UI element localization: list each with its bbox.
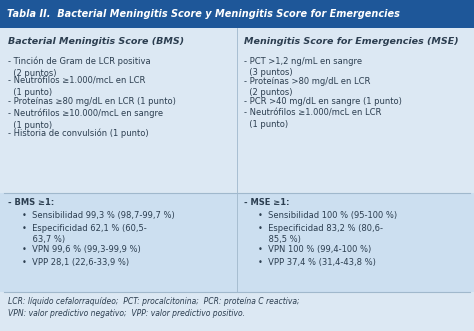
Text: Meningitis Score for Emergencies (MSE): Meningitis Score for Emergencies (MSE): [244, 37, 459, 46]
Text: - PCR >40 mg/dL en sangre (1 punto): - PCR >40 mg/dL en sangre (1 punto): [244, 97, 402, 106]
Text: •  Especificidad 62,1 % (60,5-
    63,7 %): • Especificidad 62,1 % (60,5- 63,7 %): [22, 224, 147, 245]
Text: Tabla II.  Bacterial Meningitis Score y Meningitis Score for Emergencies: Tabla II. Bacterial Meningitis Score y M…: [7, 9, 400, 19]
Text: •  VPP 37,4 % (31,4-43,8 %): • VPP 37,4 % (31,4-43,8 %): [258, 258, 376, 267]
Text: •  Sensibilidad 100 % (95-100 %): • Sensibilidad 100 % (95-100 %): [258, 211, 397, 220]
Text: •  Especificidad 83,2 % (80,6-
    85,5 %): • Especificidad 83,2 % (80,6- 85,5 %): [258, 224, 383, 245]
Text: - BMS ≥1:: - BMS ≥1:: [8, 198, 54, 207]
Text: •  VPN 99,6 % (99,3-99,9 %): • VPN 99,6 % (99,3-99,9 %): [22, 245, 141, 254]
Bar: [0, 28, 474, 193]
Text: LCR: líquido cefalorraquídeo;  PCT: procalcitonina;  PCR: proteína C reactiva;
V: LCR: líquido cefalorraquídeo; PCT: proca…: [8, 297, 300, 318]
Text: - PCT >1,2 ng/mL en sangre
  (3 puntos): - PCT >1,2 ng/mL en sangre (3 puntos): [244, 57, 362, 77]
Bar: [0, 292, 474, 331]
Bar: [0, 193, 474, 292]
Text: - Neutrófilos ≥1.000/mcL en LCR
  (1 punto): - Neutrófilos ≥1.000/mcL en LCR (1 punto…: [244, 109, 382, 129]
Text: - Proteínas ≥80 mg/dL en LCR (1 punto): - Proteínas ≥80 mg/dL en LCR (1 punto): [8, 97, 176, 106]
Text: - Neutrófilos ≥1.000/mcL en LCR
  (1 punto): - Neutrófilos ≥1.000/mcL en LCR (1 punto…: [8, 77, 146, 97]
Text: •  VPP 28,1 (22,6-33,9 %): • VPP 28,1 (22,6-33,9 %): [22, 258, 129, 267]
Text: - Tinción de Gram de LCR positiva
  (2 puntos): - Tinción de Gram de LCR positiva (2 pun…: [8, 57, 151, 78]
Bar: [0, 0, 474, 28]
Text: •  VPN 100 % (99,4-100 %): • VPN 100 % (99,4-100 %): [258, 245, 371, 254]
Text: - Historia de convulsión (1 punto): - Historia de convulsión (1 punto): [8, 129, 149, 138]
Text: •  Sensibilidad 99,3 % (98,7-99,7 %): • Sensibilidad 99,3 % (98,7-99,7 %): [22, 211, 175, 220]
Text: Bacterial Meningitis Score (BMS): Bacterial Meningitis Score (BMS): [8, 37, 184, 46]
Text: - Proteínas >80 mg/dL en LCR
  (2 puntos): - Proteínas >80 mg/dL en LCR (2 puntos): [244, 77, 370, 97]
Text: - MSE ≥1:: - MSE ≥1:: [244, 198, 290, 207]
Text: - Neutrófilos ≥10.000/mcL en sangre
  (1 punto): - Neutrófilos ≥10.000/mcL en sangre (1 p…: [8, 109, 163, 130]
